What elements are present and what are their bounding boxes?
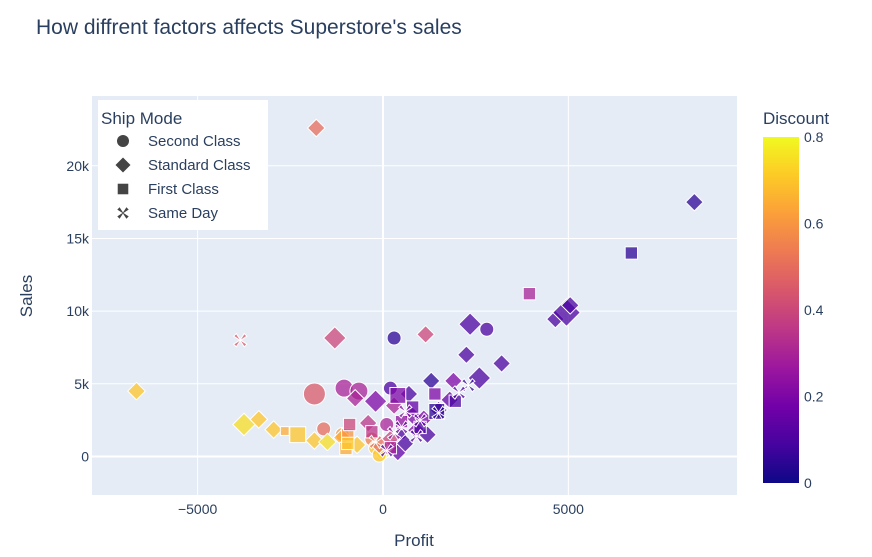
data-point-diamond	[684, 192, 704, 212]
colorbar-tick-label: 0.8	[804, 129, 824, 145]
data-point-diamond	[456, 345, 476, 365]
data-point-x	[397, 403, 413, 419]
data-point-x	[394, 419, 409, 435]
colorbar-tick-label: 0.6	[804, 216, 824, 232]
colorbar-tick-label: 0.4	[804, 302, 824, 318]
legend-label: Second Class	[148, 133, 241, 150]
data-point-square	[405, 400, 420, 414]
x-tick-label: 5000	[553, 501, 584, 517]
legend-label: Same Day	[148, 205, 219, 222]
data-point-square	[341, 436, 355, 451]
data-points	[127, 118, 704, 463]
data-point-circle	[386, 330, 402, 346]
y-axis-title: Sales	[17, 275, 36, 318]
colorbar: Discount 0 0.2 0.4 0.6 0.8	[763, 109, 829, 491]
chart-title: How diffrent factors affects Superstore'…	[36, 16, 462, 39]
data-point-x	[431, 405, 447, 421]
colorbar-title: Discount	[763, 109, 829, 128]
data-point-diamond	[264, 420, 284, 440]
data-point-diamond	[304, 431, 324, 450]
data-point-circle	[302, 382, 326, 406]
data-point-diamond	[249, 409, 269, 429]
x-axis-title: Profit	[394, 531, 434, 550]
colorbar-tick-label: 0.2	[804, 389, 824, 405]
y-tick-label: 0	[81, 448, 89, 464]
x-tick-label: 0	[379, 501, 387, 517]
y-tick-label: 15k	[66, 230, 90, 246]
legend: Ship Mode Second Class Standard Class Firs…	[98, 100, 268, 230]
data-point-diamond	[363, 389, 388, 414]
y-tick-label: 5k	[74, 376, 90, 392]
legend-item[interactable]: Standard Class	[115, 157, 251, 174]
x-tick-label: −5000	[178, 501, 218, 517]
data-point-square	[428, 387, 442, 401]
data-point-diamond	[317, 432, 337, 452]
data-point-x	[412, 412, 428, 428]
legend-label: First Class	[148, 181, 219, 198]
x-icon	[117, 207, 129, 219]
data-point-square	[279, 426, 290, 436]
data-point-square	[522, 287, 537, 301]
legend-title: Ship Mode	[101, 109, 182, 128]
data-point-diamond	[306, 118, 326, 138]
y-tick-label: 10k	[66, 303, 90, 319]
legend-item[interactable]: First Class	[117, 181, 219, 198]
data-point-diamond	[127, 381, 146, 401]
data-point-square	[624, 246, 639, 260]
data-point-diamond	[322, 326, 347, 350]
data-point-diamond	[467, 366, 492, 390]
data-point-x	[451, 385, 467, 400]
data-point-diamond	[492, 353, 512, 373]
data-point-square	[289, 426, 307, 444]
x-axis-ticks: −5000 0 5000	[178, 501, 584, 517]
circle-icon	[117, 135, 129, 147]
legend-item[interactable]: Same Day	[117, 205, 219, 222]
colorbar-ticks: 0 0.2 0.4 0.6 0.8	[804, 129, 824, 491]
diamond-icon	[115, 157, 131, 173]
colorbar-tick-label: 0	[804, 475, 812, 491]
data-point-diamond	[416, 324, 436, 344]
data-point-square	[389, 387, 407, 404]
square-icon	[117, 183, 129, 195]
data-point-circle	[316, 421, 332, 437]
data-point-x	[408, 428, 424, 444]
y-axis-ticks: 0 5k 10k 15k 20k	[66, 158, 90, 465]
legend-label: Standard Class	[148, 157, 251, 174]
data-point-diamond	[560, 295, 580, 315]
data-point-diamond	[345, 388, 365, 408]
data-point-circle	[479, 321, 495, 337]
y-tick-label: 20k	[66, 158, 90, 174]
data-point-square	[342, 417, 357, 432]
data-point-diamond	[458, 312, 483, 337]
legend-items: Second Class Standard Class First Class Sam…	[115, 133, 251, 222]
data-point-x	[379, 443, 395, 459]
colorbar-gradient	[763, 137, 799, 483]
data-point-x	[232, 332, 248, 348]
legend-item[interactable]: Second Class	[117, 133, 241, 150]
